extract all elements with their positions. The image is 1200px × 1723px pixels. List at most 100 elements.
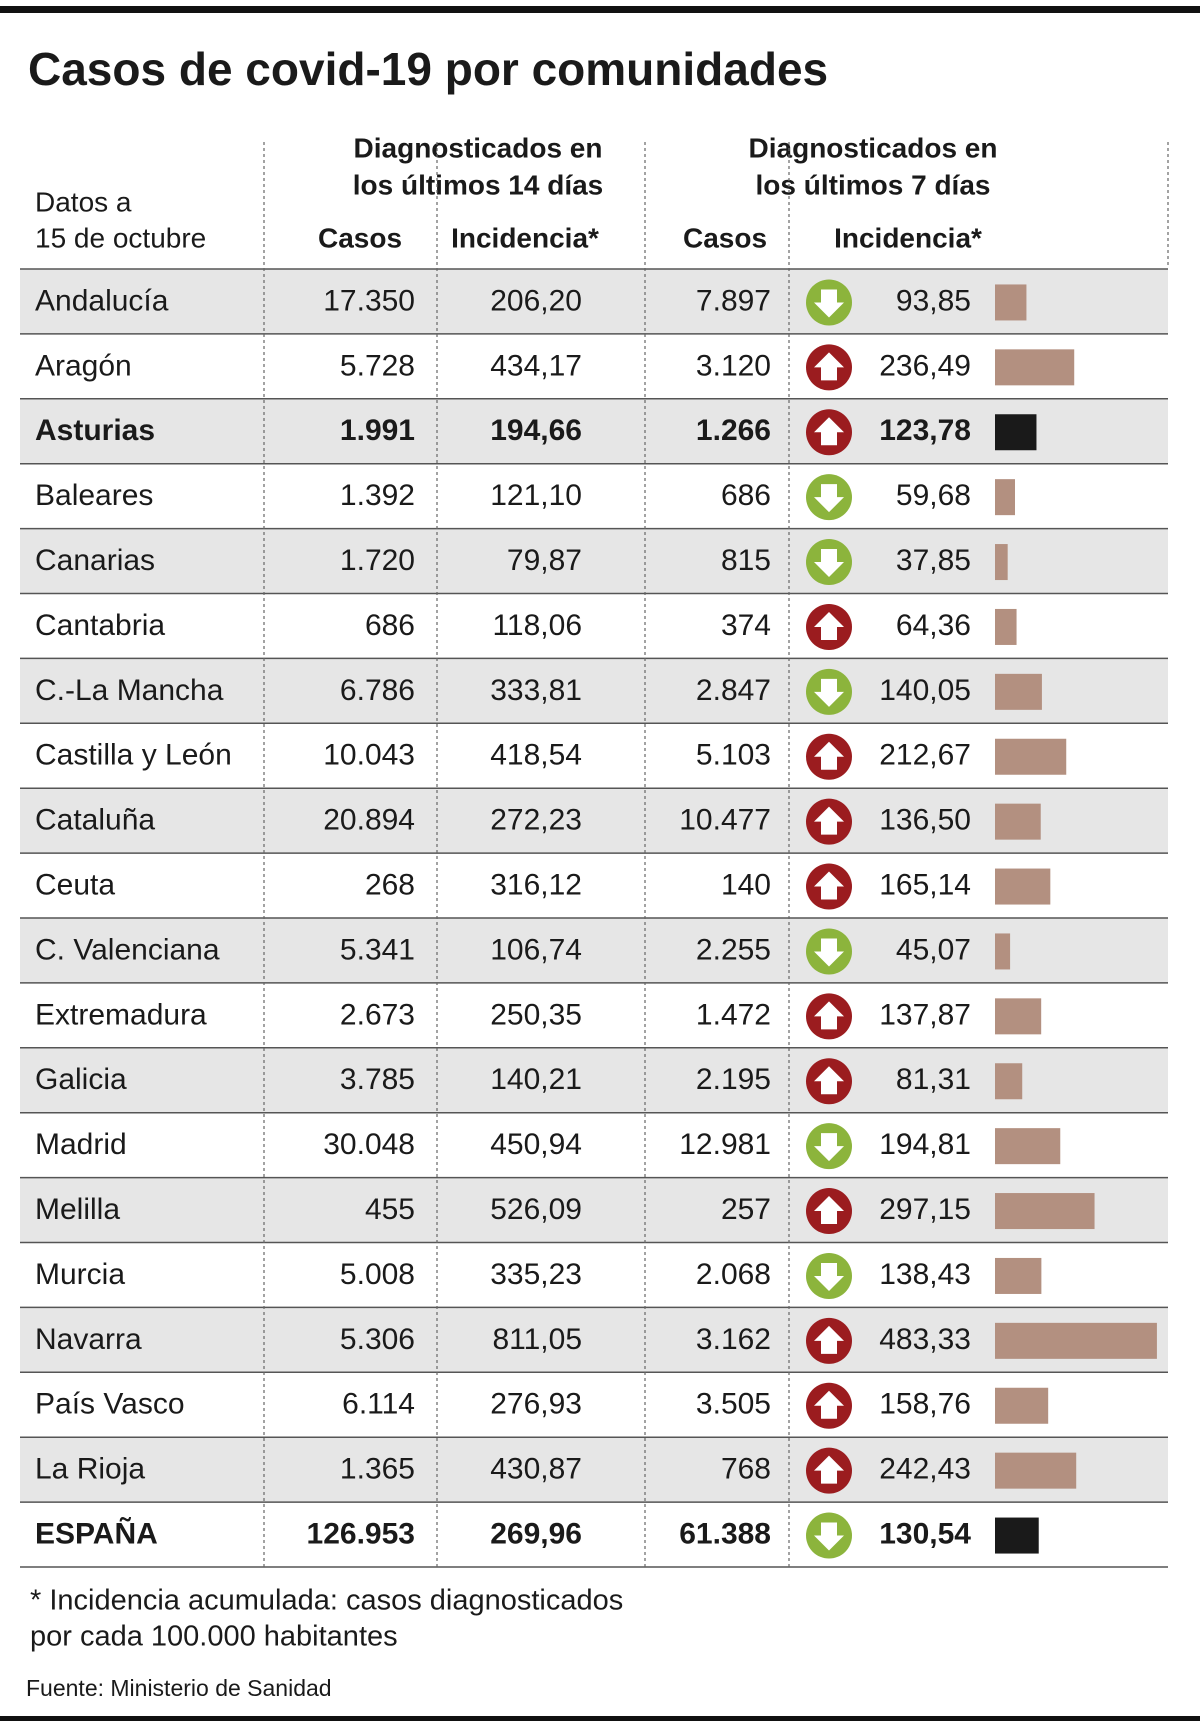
trend-arrow bbox=[814, 1196, 844, 1225]
region: Aragón bbox=[35, 349, 132, 382]
cell: 194,66 bbox=[490, 414, 582, 447]
cell: 59,68 bbox=[896, 479, 971, 512]
trend-arrow bbox=[814, 871, 844, 900]
trend-arrow bbox=[814, 611, 844, 640]
cell: 37,85 bbox=[896, 544, 971, 577]
cell: 126.953 bbox=[307, 1517, 415, 1550]
bar bbox=[995, 284, 1027, 321]
trend-arrow bbox=[814, 417, 844, 446]
bar bbox=[995, 414, 1037, 451]
row-shade bbox=[20, 658, 1168, 724]
cell: 257 bbox=[721, 1193, 771, 1226]
region: Ceuta bbox=[35, 868, 115, 901]
cell: 64,36 bbox=[896, 609, 971, 642]
trend-arrow bbox=[814, 484, 844, 513]
cell: 2.068 bbox=[696, 1258, 771, 1291]
trend-arrow bbox=[814, 741, 844, 770]
row-shade bbox=[20, 528, 1168, 594]
trend-arrow bbox=[814, 1522, 844, 1551]
cell: 276,93 bbox=[490, 1388, 582, 1421]
trend-arrow bbox=[814, 938, 844, 967]
cell: 1.392 bbox=[340, 479, 415, 512]
cell: 434,17 bbox=[490, 349, 582, 382]
region: País Vasco bbox=[35, 1388, 185, 1421]
row-shade bbox=[20, 1437, 1168, 1503]
cell: 3.785 bbox=[340, 1063, 415, 1096]
cell: 2.255 bbox=[696, 933, 771, 966]
region: Baleares bbox=[35, 479, 153, 512]
cell: 268 bbox=[365, 868, 415, 901]
cell: 194,81 bbox=[879, 1128, 971, 1161]
region: Murcia bbox=[35, 1258, 125, 1291]
cell: 450,94 bbox=[490, 1128, 582, 1161]
trend-arrow bbox=[814, 352, 844, 381]
cell: 3.505 bbox=[696, 1388, 771, 1421]
cell: 1.720 bbox=[340, 544, 415, 577]
cell: 140,21 bbox=[490, 1063, 582, 1096]
row-shade bbox=[20, 1047, 1168, 1113]
trend-arrow bbox=[814, 678, 844, 707]
region: Castilla y León bbox=[35, 739, 232, 772]
cell: 1.365 bbox=[340, 1453, 415, 1486]
region: Madrid bbox=[35, 1128, 127, 1161]
cell: 10.477 bbox=[679, 804, 771, 837]
trend-arrow bbox=[814, 1066, 844, 1095]
cell: 333,81 bbox=[490, 674, 582, 707]
cell: 81,31 bbox=[896, 1063, 971, 1096]
cell: 118,06 bbox=[492, 609, 582, 642]
bar bbox=[995, 1063, 1023, 1100]
cell: 123,78 bbox=[879, 414, 971, 447]
cell: 12.981 bbox=[679, 1128, 771, 1161]
region: Asturias bbox=[35, 414, 155, 447]
cell: 7.897 bbox=[696, 284, 771, 317]
cell: 316,12 bbox=[490, 868, 582, 901]
header-col: Incidencia* bbox=[834, 222, 982, 253]
header-group: Diagnosticados en bbox=[354, 132, 603, 163]
cell: 811,05 bbox=[492, 1323, 582, 1356]
header-dates: 15 de octubre bbox=[35, 222, 206, 253]
trend-arrow bbox=[814, 289, 844, 318]
trend-arrow bbox=[814, 1325, 844, 1354]
footnote: * Incidencia acumulada: casos diagnostic… bbox=[30, 1585, 623, 1617]
cell: 5.341 bbox=[340, 933, 415, 966]
region: La Rioja bbox=[35, 1453, 145, 1486]
cell: 140,05 bbox=[879, 674, 971, 707]
trend-arrow bbox=[814, 1455, 844, 1484]
cell: 2.847 bbox=[696, 674, 771, 707]
bar bbox=[995, 1193, 1095, 1230]
row-shade bbox=[20, 1177, 1168, 1243]
region: Cataluña bbox=[35, 804, 155, 837]
cell: 17.350 bbox=[323, 284, 415, 317]
region: Galicia bbox=[35, 1063, 127, 1096]
cell: 121,10 bbox=[490, 479, 582, 512]
cell: 79,87 bbox=[507, 544, 582, 577]
cell: 483,33 bbox=[879, 1323, 971, 1356]
cell: 5.008 bbox=[340, 1258, 415, 1291]
source: Fuente: Ministerio de Sanidad bbox=[26, 1675, 332, 1701]
cell: 140 bbox=[721, 868, 771, 901]
cell: 686 bbox=[365, 609, 415, 642]
cell: 272,23 bbox=[490, 804, 582, 837]
cell: 6.786 bbox=[340, 674, 415, 707]
bar bbox=[995, 738, 1067, 775]
cell: 686 bbox=[721, 479, 771, 512]
cell: 269,96 bbox=[490, 1517, 582, 1550]
header-col: Casos bbox=[683, 222, 767, 253]
cell: 136,50 bbox=[879, 804, 971, 837]
cell: 3.120 bbox=[696, 349, 771, 382]
trend-arrow bbox=[814, 806, 844, 835]
bar bbox=[995, 803, 1041, 840]
cell: 418,54 bbox=[490, 739, 582, 772]
cell: 1.266 bbox=[696, 414, 771, 447]
header-col: Incidencia* bbox=[451, 222, 599, 253]
bar bbox=[995, 998, 1042, 1035]
bar bbox=[995, 608, 1017, 645]
cell: 5.728 bbox=[340, 349, 415, 382]
region: Extremadura bbox=[35, 998, 207, 1031]
cell: 236,49 bbox=[879, 349, 971, 382]
cell: 250,35 bbox=[490, 998, 582, 1031]
cell: 5.306 bbox=[340, 1323, 415, 1356]
header-dates: Datos a bbox=[35, 186, 132, 217]
cell: 61.388 bbox=[679, 1517, 771, 1550]
